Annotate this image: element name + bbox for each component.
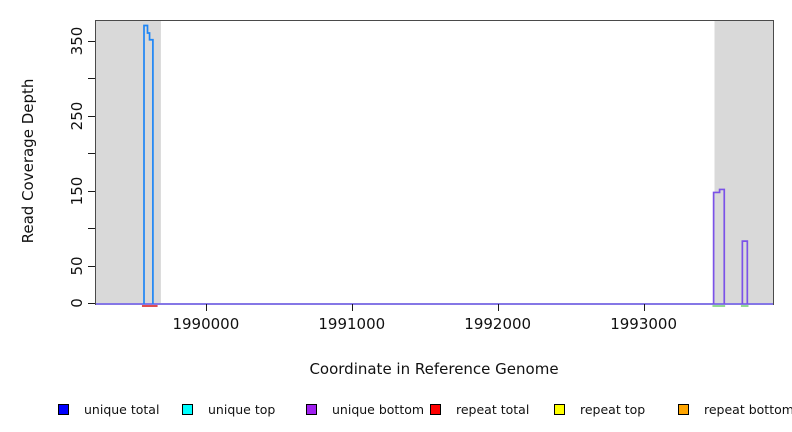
legend-label: unique total	[84, 401, 160, 417]
x-tick-label: 1993000	[610, 315, 677, 333]
y-tick-mark	[88, 303, 95, 304]
legend-label: unique top	[208, 401, 276, 417]
legend-item-repeat-top: repeat top	[554, 400, 645, 418]
y-tick-mark	[88, 78, 95, 80]
y-tick-label: 350	[68, 26, 86, 56]
y-tick-label: 50	[68, 256, 86, 276]
legend-swatch-icon	[678, 403, 689, 415]
x-axis-title: Coordinate in Reference Genome	[309, 360, 559, 378]
legend-swatch-icon	[430, 403, 441, 415]
y-tick-mark	[88, 153, 95, 155]
legend-swatch-icon	[182, 403, 193, 415]
y-tick-mark	[88, 190, 95, 192]
x-tick-mark	[497, 304, 499, 311]
legend-label: unique bottom	[332, 401, 425, 417]
legend-item-unique-bottom: unique bottom	[306, 400, 424, 418]
legend-swatch-icon	[58, 403, 69, 415]
x-tick-mark	[643, 304, 645, 311]
x-tick-mark	[205, 304, 207, 311]
x-tick-mark	[351, 304, 353, 311]
legend-swatch-icon	[306, 403, 317, 415]
series-unique-bottom-spike-2	[741, 240, 749, 304]
y-tick-mark	[88, 228, 95, 230]
y-tick-mark	[88, 40, 95, 42]
legend-label: repeat top	[580, 401, 646, 417]
series-unique-bottom-spike-1	[712, 188, 726, 304]
plot-canvas	[96, 21, 773, 307]
y-axis-title: Read Coverage Depth	[19, 78, 37, 244]
legend-swatch-icon	[554, 403, 565, 415]
x-tick-label: 1990000	[172, 315, 240, 333]
series-unique-top-spike	[143, 24, 154, 304]
chart-legend: unique total unique top unique bottom repea…	[0, 400, 792, 420]
plot-area	[95, 20, 774, 307]
legend-item-repeat-bottom: repeat bottom	[678, 400, 792, 418]
y-tick-mark	[88, 265, 95, 267]
legend-item-repeat-total: repeat total	[430, 400, 529, 418]
y-tick-label: 250	[68, 101, 86, 131]
x-tick-label: 1991000	[318, 315, 386, 333]
x-tick-label: 1992000	[464, 315, 532, 333]
legend-item-unique-top: unique top	[182, 400, 275, 418]
legend-item-unique-total: unique total	[58, 400, 159, 418]
right-gray-band	[714, 21, 773, 304]
y-tick-label: 0	[68, 298, 86, 308]
left-gray-band	[96, 21, 161, 304]
legend-label: repeat bottom	[704, 401, 792, 417]
y-tick-label: 150	[68, 176, 86, 206]
legend-label: repeat total	[456, 401, 530, 417]
y-tick-mark	[88, 115, 95, 117]
